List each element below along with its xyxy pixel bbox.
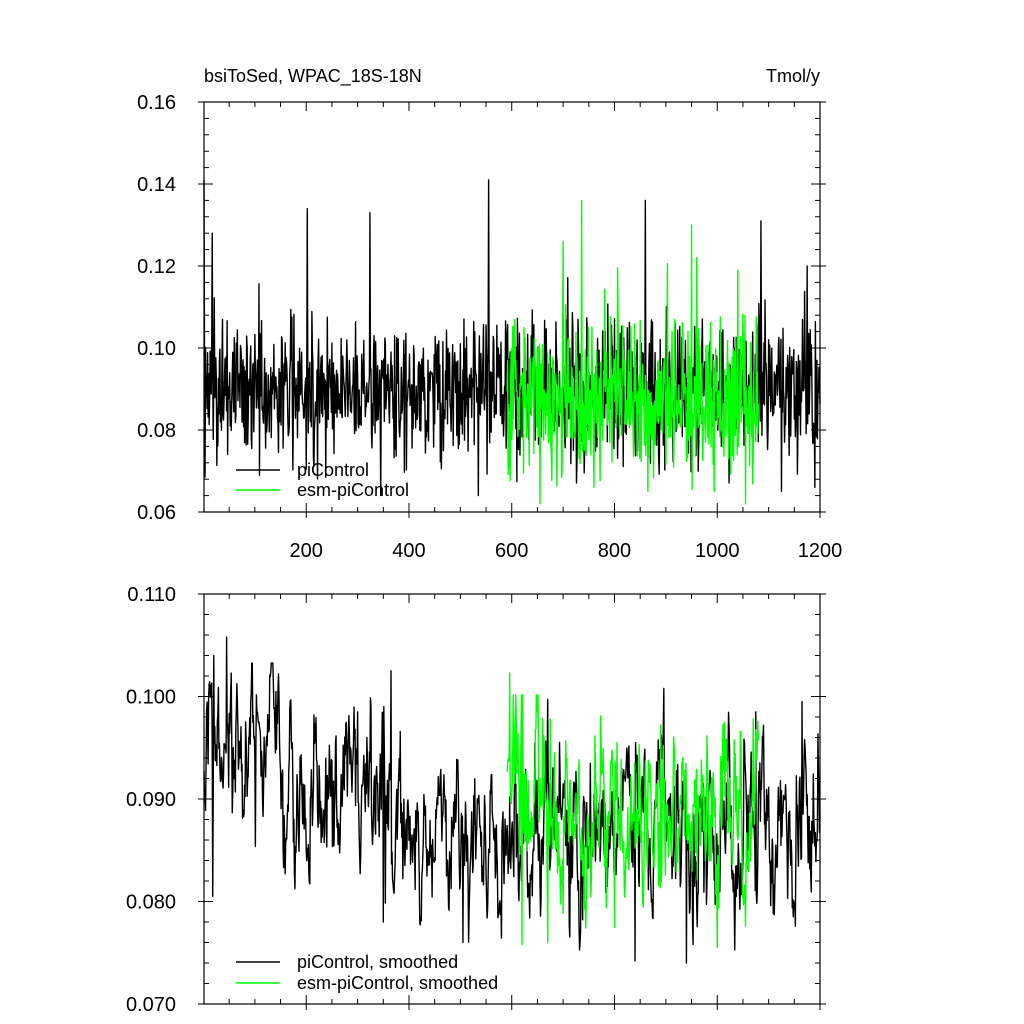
legend-label: esm-piControl (297, 480, 409, 500)
x-tick-label: 400 (392, 540, 425, 562)
y-tick-label: 0.090 (126, 789, 176, 811)
y-tick-label: 0.14 (137, 174, 176, 196)
y-tick-label: 0.110 (127, 584, 176, 606)
y-tick-label: 0.10 (137, 338, 176, 360)
y-tick-label: 0.100 (126, 687, 176, 709)
y-tick-label: 0.12 (137, 256, 176, 278)
x-tick-label: 600 (495, 540, 528, 562)
y-tick-label: 0.080 (126, 892, 176, 914)
y-tick-label: 0.070 (126, 994, 176, 1016)
series-line-picontrol (203, 179, 821, 497)
x-tick-label: 200 (290, 540, 323, 562)
x-tick-label: 1200 (798, 540, 843, 562)
plot-frame (203, 101, 821, 513)
series-line-picontrol-smoothed (203, 636, 821, 964)
series-line-esm-picontrol (506, 199, 760, 505)
legend-label: esm-piControl, smoothed (297, 973, 498, 993)
y-tick-label: 0.08 (137, 420, 176, 442)
y-tick-label: 0.06 (137, 502, 176, 524)
legend-label: piControl, smoothed (297, 952, 458, 972)
x-tick-label: 1000 (695, 540, 740, 562)
figure-title-left: bsiToSed, WPAC_18S-18N (204, 66, 422, 87)
bottom-panel: 0.070 0.080 0.090 0.100 0.110 piControl, smoo… (126, 584, 826, 1016)
y-tick-label: 0.16 (137, 92, 176, 114)
x-tick-label: 800 (598, 540, 631, 562)
legend-label: piControl (297, 460, 369, 480)
top-panel: 200 400 600 800 1000 1200 0.06 0.08 0.10 0.12 0.14… (137, 92, 842, 562)
figure-title-right: Tmol/y (766, 66, 820, 86)
series-line-esm-picontrol-smoothed (506, 672, 760, 949)
